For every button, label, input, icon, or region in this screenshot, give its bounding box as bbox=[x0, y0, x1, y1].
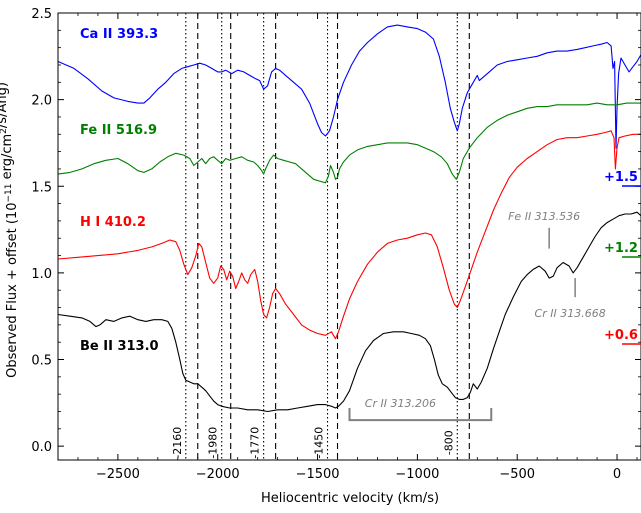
series-name-label: Be II 313.0 bbox=[80, 339, 159, 354]
y-axis-title-part: /s/Ang) bbox=[0, 82, 10, 128]
series-line bbox=[57, 130, 641, 340]
y-axis-title: Observed Flux + offset (10−11 erg/cm2/s/… bbox=[0, 82, 20, 378]
series-line bbox=[57, 211, 641, 413]
y-tick-label: 0.0 bbox=[31, 440, 52, 455]
velocity-line-label: -1450 bbox=[313, 427, 326, 459]
x-tick-label: −1000 bbox=[395, 467, 439, 482]
annotation-bracket bbox=[348, 408, 493, 422]
y-tick-label: 0.5 bbox=[31, 354, 52, 369]
velocity-line-label: -2160 bbox=[171, 427, 184, 459]
series-line bbox=[57, 24, 641, 149]
series-labels: Ca II 393.3 +1.5 Fe II 516.9 +1.2 H I 410.2 +… bbox=[80, 27, 641, 354]
y-axis-title-part: Observed Flux + offset (10 bbox=[5, 203, 20, 378]
y-tick-label: 2.5 bbox=[31, 7, 52, 22]
y-tick-label: 1.5 bbox=[31, 180, 52, 195]
y-axis-ticks: 0.0 0.5 1.0 1.5 2.0 2.5 bbox=[31, 7, 641, 455]
velocity-line-label: -1980 bbox=[207, 427, 220, 459]
offset-label: +1.2 bbox=[604, 241, 638, 256]
annotation-label: Fe II 313.536 bbox=[508, 210, 580, 223]
y-axis-title-part: erg/cm bbox=[0, 134, 15, 184]
x-tick-label: −2000 bbox=[196, 467, 240, 482]
velocity-marker-lines: -2160 -1980 -1770 -1450 -800 bbox=[171, 13, 470, 460]
velocity-line-label: -1770 bbox=[249, 427, 262, 459]
y-axis-title-superscript: −11 bbox=[4, 184, 14, 203]
x-axis-title: Heliocentric velocity (km/s) bbox=[261, 491, 439, 506]
x-tick-label: 0 bbox=[613, 467, 621, 482]
plot-frame bbox=[57, 12, 641, 461]
series-line bbox=[57, 102, 641, 184]
spectrum-series bbox=[57, 24, 641, 413]
x-tick-label: −1500 bbox=[296, 467, 340, 482]
offset-label: +0.6 bbox=[604, 328, 638, 343]
annotation-label: Cr II 313.668 bbox=[535, 307, 606, 320]
y-axis-title-superscript: 2 bbox=[0, 128, 9, 134]
annotation-label: Cr II 313.206 bbox=[365, 397, 436, 410]
y-tick-label: 2.0 bbox=[31, 94, 52, 109]
offset-label: +1.5 bbox=[604, 170, 638, 185]
series-name-label: Ca II 393.3 bbox=[80, 27, 158, 42]
x-tick-label: −2500 bbox=[96, 467, 140, 482]
line-annotations: Fe II 313.536 Cr II 313.668 Cr II 313.206 bbox=[348, 210, 606, 422]
series-name-label: Fe II 516.9 bbox=[80, 123, 157, 138]
x-axis-ticks: −2500 −2000 −1500 −1000 −500 0 bbox=[57, 13, 638, 482]
velocity-line-label: -800 bbox=[442, 430, 455, 455]
series-name-label: H I 410.2 bbox=[80, 215, 146, 230]
y-tick-label: 1.0 bbox=[31, 267, 52, 282]
x-tick-label: −500 bbox=[499, 467, 535, 482]
